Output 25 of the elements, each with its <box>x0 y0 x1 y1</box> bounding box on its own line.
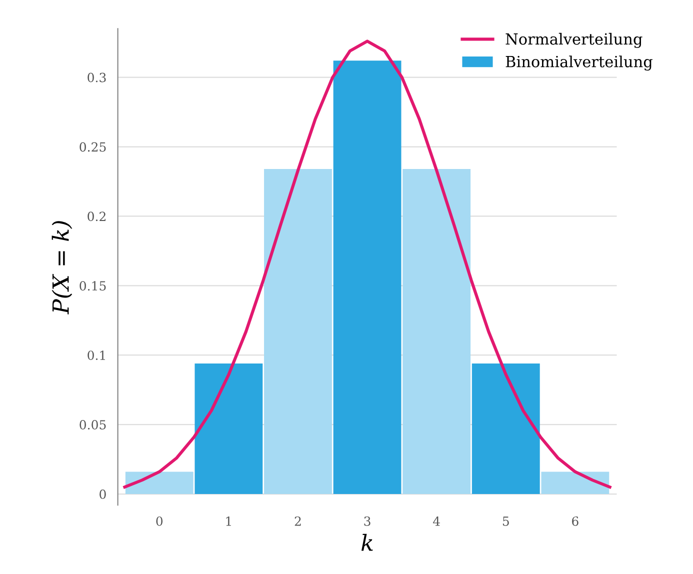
bar <box>264 168 332 494</box>
x-tick-label: 5 <box>502 516 509 526</box>
y-tick-label: 0.3 <box>88 72 106 82</box>
x-tick-label: 3 <box>364 516 370 526</box>
x-axis-title: k <box>361 534 373 551</box>
y-tick-label: 0.05 <box>80 420 106 430</box>
x-tick-label: 0 <box>156 516 163 526</box>
x-tick-label: 4 <box>433 516 440 526</box>
y-tick-label: 0.1 <box>88 350 105 360</box>
y-tick-label: 0 <box>100 489 106 499</box>
y-tick-label: 0.2 <box>88 212 106 222</box>
bar <box>402 168 471 494</box>
legend-label: Binomialverteilung <box>506 56 652 71</box>
bar <box>333 60 402 494</box>
bar <box>541 472 610 494</box>
legend-label: Normalverteilung <box>506 32 642 48</box>
bar <box>194 363 263 494</box>
y-tick-label: 0.25 <box>80 142 106 152</box>
y-axis-title: P(X = k) <box>52 221 72 314</box>
x-tick-label: 2 <box>294 516 301 526</box>
x-tick-label: 1 <box>226 516 231 526</box>
x-tick-label: 6 <box>572 516 578 526</box>
bar <box>472 363 540 494</box>
y-tick-label: 0.15 <box>80 281 106 291</box>
bar <box>125 472 194 494</box>
